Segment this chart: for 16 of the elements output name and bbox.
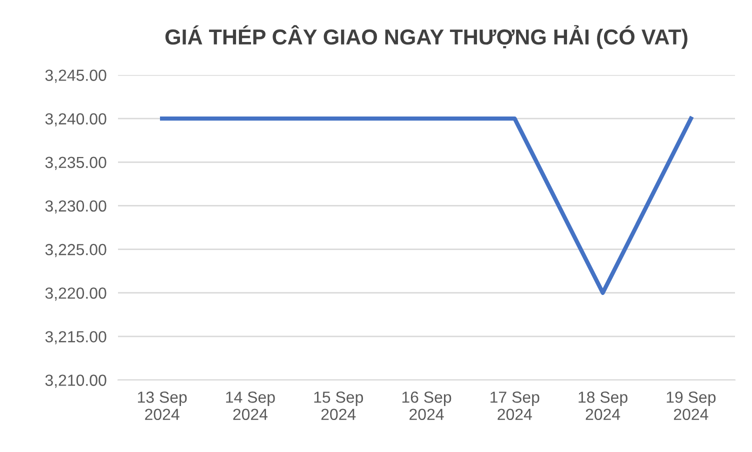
x-tick-label: 18 Sep 2024	[578, 392, 628, 420]
y-tick-label: 3,245.00	[45, 70, 106, 83]
y-tick-label: 3,225.00	[45, 244, 106, 258]
y-tick-label: 3,210.00	[45, 374, 106, 388]
x-tick-label: 15 Sep 2024	[314, 392, 363, 420]
x-tick-label: 13 Sep 2024	[138, 392, 187, 420]
y-tick-label: 3,240.00	[45, 113, 106, 126]
y-tick-label: 3,215.00	[45, 331, 106, 344]
x-tick-label: 16 Sep 2024	[402, 392, 452, 420]
x-tick-label: 19 Sep 2024	[666, 392, 716, 420]
chart-title: GIÁ THÉP CÂY GIAO NGAY THƯỢNG HẢI (CÓ VAT)	[165, 25, 688, 49]
y-tick-label: 3,235.00	[45, 156, 106, 170]
x-tick-label: 17 Sep 2024	[490, 392, 540, 420]
y-tick-label: 3,230.00	[45, 200, 106, 214]
x-tick-label: 14 Sep 2024	[226, 392, 275, 420]
y-tick-label: 3,220.00	[45, 287, 106, 301]
